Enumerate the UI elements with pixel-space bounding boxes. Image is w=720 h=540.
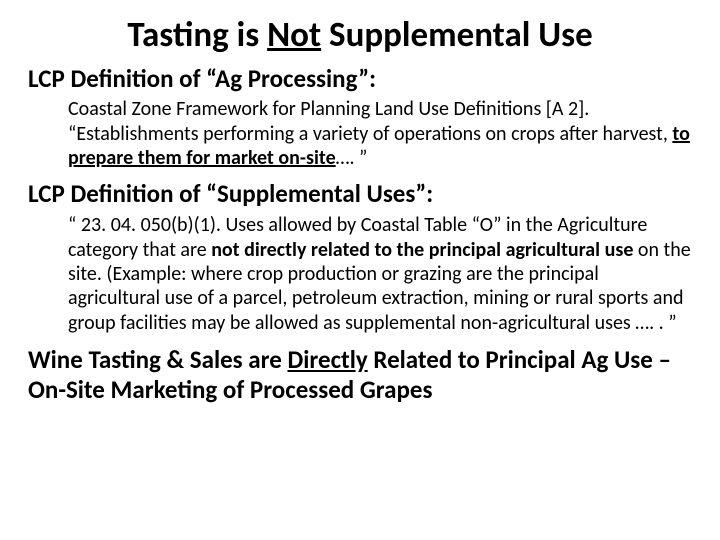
heading-ag-processing: LCP Definition of “Ag Processing”: [28,65,692,94]
title-text-post: Supplemental Use [321,14,593,56]
closing-pre: Wine Tasting & Sales are [28,344,288,375]
title-underline-word: Not [267,14,321,56]
body-supplemental-uses: “ 23. 04. 050(b)(1). Uses allowed by Coa… [68,213,692,335]
supp-body-bold: not directly related to the principal ag… [211,238,633,262]
ag-body-post: …. ” [336,146,368,170]
slide: Tasting is Not Supplemental Use LCP Defi… [0,0,720,540]
heading-supplemental-uses: LCP Definition of “Supplemental Uses”: [28,180,692,209]
slide-title: Tasting is Not Supplemental Use [28,16,692,55]
ag-body-pre: Coastal Zone Framework for Planning Land… [68,97,672,145]
closing-underline-word: Directly [288,344,368,375]
title-text-pre: Tasting is [127,14,267,56]
closing-statement: Wine Tasting & Sales are Directly Relate… [28,345,692,405]
body-ag-processing: Coastal Zone Framework for Planning Land… [68,97,692,170]
